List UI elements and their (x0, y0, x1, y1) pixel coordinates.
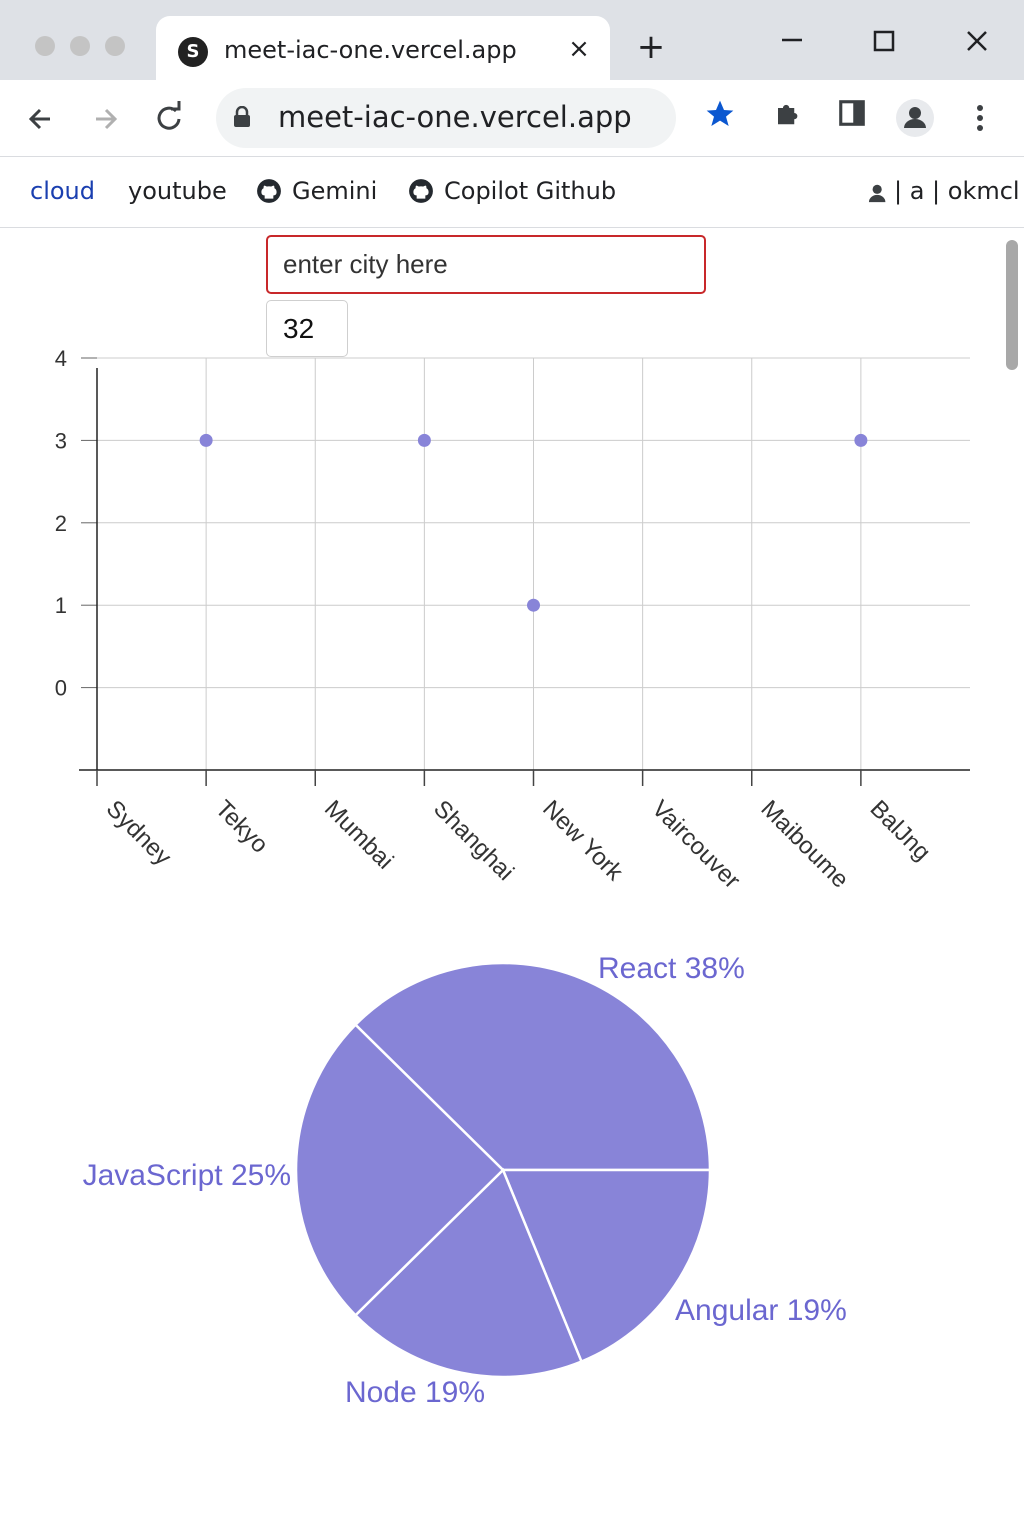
bookmark-copilot-github[interactable]: Copilot Github (408, 177, 616, 205)
window-control-dot[interactable] (35, 36, 55, 56)
scatter-point (199, 433, 213, 447)
close-window-button[interactable] (955, 22, 999, 62)
scatter-point (527, 598, 540, 612)
x-tick-label: Sydney (101, 795, 177, 871)
scatter-point (417, 433, 431, 447)
forward-arrow-icon[interactable] (84, 98, 126, 140)
x-tick-label: Tekyo (210, 795, 273, 858)
bookmark-label: cloud (30, 177, 95, 205)
side-panel-icon[interactable] (832, 98, 872, 138)
y-tick-label: 1 (55, 593, 67, 618)
bookmark-star-icon[interactable] (700, 98, 740, 138)
bookmark-other[interactable]: | a | okmcl (868, 177, 1020, 205)
x-tick-label: Vaircouver (646, 795, 745, 894)
bookmark-gemini[interactable]: Gemini (256, 177, 377, 205)
scatter-chart: 0 1 2 3 4 Sydney Tekyo Mumbai Shanghai New York Va… (55, 346, 970, 894)
pie-slice (353, 1167, 584, 1379)
bookmark-label: Copilot Github (444, 177, 617, 205)
bookmark-label: | a | okmcl (894, 177, 1020, 205)
browser-toolbar: meet-iac-one.vercel.app (0, 80, 1024, 156)
x-tick-label: Shanghai (428, 795, 519, 886)
more-menu-icon[interactable] (960, 98, 1000, 138)
pie-slice (501, 1168, 712, 1364)
pie-slice (353, 961, 712, 1172)
y-tick-label: 0 (55, 676, 67, 701)
pie-slice (294, 1023, 505, 1317)
window-control-dot[interactable] (70, 36, 90, 56)
maximize-button[interactable] (862, 22, 906, 62)
window-control-dot[interactable] (105, 36, 125, 56)
bookmarks-bar: cloud youtube Gemini Copilot Github | a … (0, 156, 1024, 228)
url-text: meet-iac-one.vercel.app (278, 100, 632, 134)
reload-icon[interactable] (148, 98, 190, 140)
new-tab-button[interactable]: + (636, 27, 666, 67)
extensions-puzzle-icon[interactable] (768, 98, 808, 138)
tab-close-icon[interactable]: × (568, 34, 590, 64)
lock-icon (234, 106, 250, 127)
site-favicon-icon: S (178, 37, 208, 67)
profile-avatar-icon[interactable] (895, 98, 935, 138)
city-search-input[interactable] (266, 235, 706, 294)
pie-label: React 38% (598, 952, 745, 985)
address-bar[interactable]: meet-iac-one.vercel.app (216, 88, 676, 148)
minimize-button[interactable] (770, 22, 814, 62)
x-tick-label: BalJng (865, 795, 936, 866)
person-icon (868, 184, 886, 203)
scatter-point (854, 433, 868, 447)
y-tick-label: 2 (55, 511, 67, 536)
y-tick-label: 4 (55, 346, 67, 371)
bookmark-youtube[interactable]: youtube (128, 177, 227, 205)
x-tick-label: New York (537, 795, 628, 886)
tab-title: meet-iac-one.vercel.app (224, 36, 517, 64)
back-arrow-icon[interactable] (20, 98, 62, 140)
bookmark-cloud[interactable]: cloud (30, 177, 95, 205)
x-tick-label: Mumbai (319, 795, 398, 874)
y-tick-label: 3 (55, 428, 67, 453)
browser-tab[interactable]: S meet-iac-one.vercel.app × (156, 16, 610, 82)
number-of-events-input[interactable] (266, 300, 348, 357)
github-icon (257, 179, 281, 203)
github-icon (409, 179, 433, 203)
bookmark-label: Gemini (292, 177, 378, 205)
pie-label: Node 19% (345, 1376, 485, 1409)
tab-strip: S meet-iac-one.vercel.app × + (0, 0, 1024, 82)
page-scrollbar[interactable] (1006, 240, 1018, 370)
pie-label: Angular 19% (675, 1294, 847, 1327)
pie-chart: React 38% Angular 19% Node 19% JavaScript 2… (83, 952, 847, 1409)
bookmark-label: youtube (128, 177, 227, 205)
pie-label: JavaScript 25% (83, 1159, 291, 1192)
x-tick-label: Maiboume (756, 795, 854, 893)
